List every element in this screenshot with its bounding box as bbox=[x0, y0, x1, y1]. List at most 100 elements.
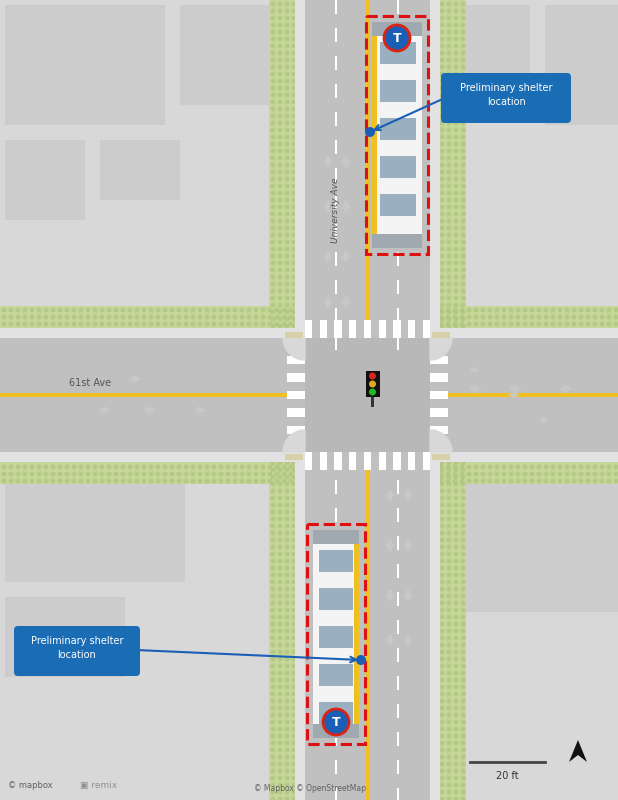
Circle shape bbox=[121, 314, 125, 319]
Circle shape bbox=[114, 322, 119, 326]
Circle shape bbox=[460, 78, 465, 83]
Circle shape bbox=[135, 478, 140, 483]
Circle shape bbox=[543, 322, 549, 326]
Circle shape bbox=[148, 478, 153, 483]
Circle shape bbox=[481, 314, 486, 319]
Circle shape bbox=[271, 22, 276, 27]
Circle shape bbox=[36, 314, 41, 319]
Circle shape bbox=[64, 329, 69, 334]
Circle shape bbox=[9, 458, 14, 462]
Circle shape bbox=[446, 594, 452, 598]
Circle shape bbox=[292, 134, 297, 139]
Bar bbox=[397, 732, 399, 746]
Circle shape bbox=[253, 465, 258, 470]
Circle shape bbox=[127, 314, 132, 319]
Circle shape bbox=[289, 465, 294, 470]
Circle shape bbox=[494, 471, 499, 477]
Circle shape bbox=[454, 545, 459, 550]
Circle shape bbox=[460, 713, 465, 718]
Circle shape bbox=[30, 329, 35, 334]
Circle shape bbox=[284, 114, 289, 118]
Circle shape bbox=[277, 797, 282, 800]
Bar bbox=[397, 676, 399, 690]
Circle shape bbox=[277, 642, 282, 647]
Circle shape bbox=[284, 517, 289, 522]
Circle shape bbox=[454, 566, 459, 570]
Bar bbox=[397, 28, 399, 42]
Circle shape bbox=[460, 323, 465, 329]
Circle shape bbox=[446, 698, 452, 703]
Circle shape bbox=[271, 594, 276, 598]
Circle shape bbox=[446, 465, 451, 470]
Circle shape bbox=[454, 713, 459, 718]
Circle shape bbox=[473, 471, 478, 477]
Circle shape bbox=[292, 706, 297, 710]
Circle shape bbox=[460, 614, 465, 619]
Circle shape bbox=[515, 329, 520, 334]
Circle shape bbox=[64, 478, 69, 483]
Circle shape bbox=[292, 274, 297, 279]
Circle shape bbox=[446, 114, 452, 118]
Circle shape bbox=[446, 50, 452, 55]
Circle shape bbox=[460, 719, 465, 725]
Circle shape bbox=[452, 329, 457, 334]
Circle shape bbox=[454, 642, 459, 647]
Circle shape bbox=[198, 478, 203, 483]
Bar bbox=[430, 390, 448, 399]
Circle shape bbox=[271, 586, 276, 591]
Circle shape bbox=[271, 678, 276, 682]
Circle shape bbox=[198, 314, 203, 319]
Circle shape bbox=[543, 465, 549, 470]
Circle shape bbox=[292, 198, 297, 202]
Circle shape bbox=[292, 495, 297, 501]
Circle shape bbox=[606, 307, 611, 313]
Circle shape bbox=[439, 706, 444, 710]
Circle shape bbox=[284, 9, 289, 14]
Bar bbox=[365, 0, 370, 338]
Circle shape bbox=[277, 614, 282, 619]
Circle shape bbox=[446, 706, 452, 710]
Bar bbox=[430, 456, 618, 484]
Circle shape bbox=[439, 614, 444, 619]
Circle shape bbox=[277, 50, 282, 55]
Circle shape bbox=[93, 329, 98, 334]
Bar bbox=[335, 760, 337, 774]
Circle shape bbox=[177, 329, 182, 334]
Circle shape bbox=[460, 274, 465, 279]
Polygon shape bbox=[323, 250, 333, 262]
Circle shape bbox=[30, 478, 35, 483]
Circle shape bbox=[22, 478, 27, 483]
Bar bbox=[320, 320, 327, 338]
Circle shape bbox=[271, 78, 276, 83]
Circle shape bbox=[277, 607, 282, 613]
Circle shape bbox=[460, 183, 465, 189]
Circle shape bbox=[439, 741, 444, 746]
Circle shape bbox=[522, 322, 528, 326]
Circle shape bbox=[51, 307, 56, 313]
Circle shape bbox=[292, 454, 297, 458]
Circle shape bbox=[509, 307, 514, 313]
Circle shape bbox=[439, 282, 444, 286]
Circle shape bbox=[439, 726, 444, 731]
Circle shape bbox=[190, 307, 195, 313]
Circle shape bbox=[284, 2, 289, 6]
Circle shape bbox=[271, 691, 276, 697]
Circle shape bbox=[481, 307, 486, 313]
Circle shape bbox=[72, 314, 77, 319]
Circle shape bbox=[240, 471, 245, 477]
Circle shape bbox=[292, 267, 297, 273]
Circle shape bbox=[226, 458, 231, 462]
Circle shape bbox=[460, 775, 465, 781]
Circle shape bbox=[543, 307, 549, 313]
Circle shape bbox=[284, 15, 289, 21]
Circle shape bbox=[460, 162, 465, 167]
Circle shape bbox=[271, 65, 276, 70]
Circle shape bbox=[271, 545, 276, 550]
Circle shape bbox=[271, 267, 276, 273]
Circle shape bbox=[585, 314, 591, 319]
Circle shape bbox=[446, 183, 452, 189]
Circle shape bbox=[271, 530, 276, 535]
Bar bbox=[0, 394, 14, 396]
Circle shape bbox=[460, 295, 465, 301]
Circle shape bbox=[169, 314, 174, 319]
